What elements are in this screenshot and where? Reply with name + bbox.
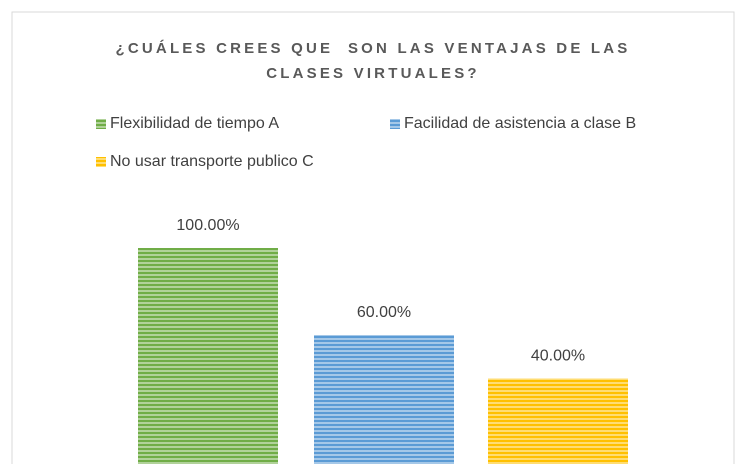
legend-label: Facilidad de asistencia a clase B: [404, 115, 636, 132]
legend-swatch: [390, 119, 400, 129]
data-label: 60.00%: [357, 304, 411, 321]
bar: [488, 378, 628, 464]
data-label: 40.00%: [531, 348, 585, 365]
chart-title: ¿CUÁLES CREES QUE SON LAS VENTAJAS DE LA…: [115, 40, 638, 82]
bar: [314, 335, 454, 464]
bar: [138, 248, 278, 464]
legend-label: Flexibilidad de tiempo A: [110, 115, 279, 132]
legend-swatch: [96, 157, 106, 167]
data-label: 100.00%: [176, 217, 239, 234]
legend-label: No usar transporte publico C: [110, 153, 314, 170]
legend-swatch: [96, 119, 106, 129]
